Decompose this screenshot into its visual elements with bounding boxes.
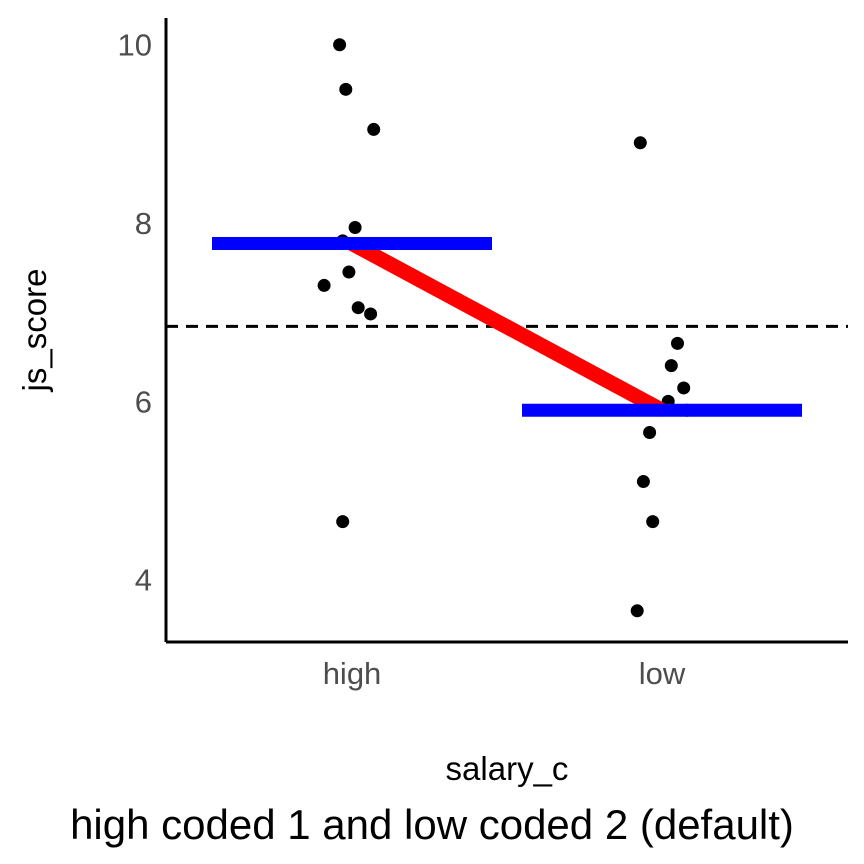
point-high-9 xyxy=(364,307,378,321)
point-high-8 xyxy=(351,301,365,315)
y-axis-title: js_score xyxy=(16,269,53,393)
chart-caption: high coded 1 and low coded 2 (default) xyxy=(70,801,794,848)
point-low-8 xyxy=(636,475,650,489)
x-tick-label-high: high xyxy=(323,656,382,691)
ticks-layer: 4 6 8 10 high low xyxy=(118,28,686,691)
point-low-4 xyxy=(677,381,691,395)
point-high-4 xyxy=(348,220,362,234)
point-low-1 xyxy=(633,136,647,150)
y-tick-label-6: 6 xyxy=(135,384,152,419)
point-low-7 xyxy=(643,426,657,440)
point-low-9 xyxy=(646,515,660,529)
point-low-10 xyxy=(630,604,644,618)
point-high-2 xyxy=(339,82,353,96)
point-high-10 xyxy=(336,515,350,529)
mean-connector-line xyxy=(348,236,666,417)
point-high-6 xyxy=(342,265,356,279)
marks-layer xyxy=(166,38,848,618)
y-tick-label-8: 8 xyxy=(135,206,152,241)
point-low-2 xyxy=(671,336,684,350)
y-tick-label-4: 4 xyxy=(135,563,152,598)
point-high-1 xyxy=(333,38,347,52)
point-high-3 xyxy=(367,122,381,136)
axes-layer xyxy=(164,18,848,644)
x-tick-label-low: low xyxy=(639,656,686,691)
point-high-7 xyxy=(317,278,331,292)
y-tick-label-10: 10 xyxy=(118,28,152,63)
point-low-3 xyxy=(664,359,678,373)
x-axis-title: salary_c xyxy=(446,750,569,787)
